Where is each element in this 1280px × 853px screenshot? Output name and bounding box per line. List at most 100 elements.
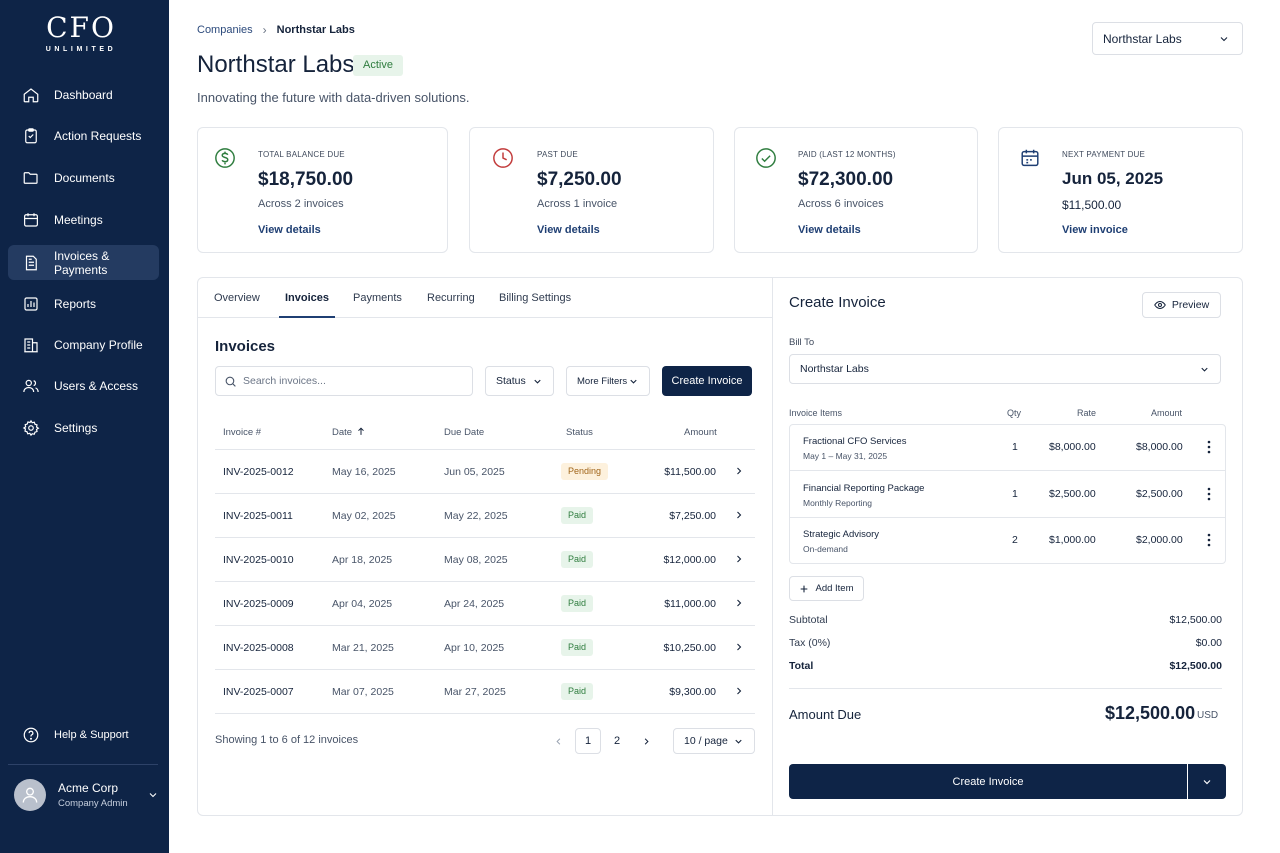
- page-button-2[interactable]: 2: [613, 735, 621, 747]
- folder-icon: [22, 169, 40, 187]
- status-badge: Paid: [561, 551, 594, 568]
- sidebar-item-company-profile[interactable]: Company Profile: [8, 327, 159, 362]
- invoice-item-row: Strategic Advisory On-demand 2 $1,000.00 $2,…: [790, 518, 1225, 564]
- column-header-due-date[interactable]: Due Date: [444, 427, 485, 438]
- page-title: Northstar Labs: [197, 51, 355, 78]
- invoice-id[interactable]: INV-2025-0009: [223, 598, 294, 610]
- company-select[interactable]: Northstar Labs: [1092, 22, 1243, 55]
- main-panel: [197, 277, 1243, 816]
- invoice-date: Apr 04, 2025: [332, 598, 393, 610]
- item-rate[interactable]: $1,000.00: [1049, 534, 1096, 546]
- tab-billing-settings[interactable]: Billing Settings: [499, 292, 572, 304]
- chevron-right-icon[interactable]: [733, 509, 745, 521]
- invoice-date: May 16, 2025: [332, 466, 396, 478]
- items-header-name: Invoice Items: [789, 408, 843, 418]
- tax-label: Tax (0%): [789, 637, 831, 649]
- status-filter[interactable]: Status: [485, 366, 554, 396]
- item-qty[interactable]: 2: [1012, 534, 1018, 546]
- sidebar-item-settings[interactable]: Settings: [8, 410, 159, 445]
- sidebar-item-documents[interactable]: Documents: [8, 160, 159, 195]
- card-sub: Across 2 invoices: [258, 198, 344, 210]
- invoice-id[interactable]: INV-2025-0007: [223, 686, 294, 698]
- status-badge: Paid: [561, 639, 594, 656]
- submit-create-invoice-button[interactable]: Create Invoice: [789, 764, 1187, 799]
- card-value: $7,250.00: [537, 169, 622, 190]
- sidebar-item-users-access[interactable]: Users & Access: [8, 368, 159, 403]
- more-vertical-icon[interactable]: [1204, 440, 1214, 454]
- table-row[interactable]: INV-2025-0007 Mar 07, 2025 Mar 27, 2025 Pai…: [215, 670, 755, 714]
- bill-to-select[interactable]: Northstar Labs: [789, 354, 1221, 384]
- item-qty[interactable]: 1: [1012, 441, 1018, 453]
- table-row[interactable]: INV-2025-0012 May 16, 2025 Jun 05, 2025 Pen…: [215, 450, 755, 494]
- chevron-right-icon[interactable]: [733, 597, 745, 609]
- avatar: [14, 779, 46, 811]
- sort-ascending-icon[interactable]: [356, 426, 366, 437]
- tab-payments[interactable]: Payments: [353, 292, 402, 304]
- user-menu[interactable]: Acme Corp Company Admin: [14, 778, 159, 812]
- table-row[interactable]: INV-2025-0008 Mar 21, 2025 Apr 10, 2025 Pai…: [215, 626, 755, 670]
- sidebar-item-dashboard[interactable]: Dashboard: [8, 77, 159, 112]
- column-header-status[interactable]: Status: [566, 427, 593, 438]
- chevron-right-icon[interactable]: [733, 553, 745, 565]
- search-input[interactable]: Search invoices...: [215, 366, 473, 396]
- column-header-invoice[interactable]: Invoice #: [223, 427, 262, 438]
- chevron-right-icon: ›: [262, 23, 267, 37]
- card-value: $18,750.00: [258, 169, 354, 190]
- page-subtitle: Innovating the future with data-driven s…: [197, 90, 470, 105]
- table-row[interactable]: INV-2025-0010 Apr 18, 2025 May 08, 2025 Pai…: [215, 538, 755, 582]
- create-invoice-button[interactable]: Create Invoice: [662, 366, 752, 396]
- invoice-id[interactable]: INV-2025-0008: [223, 642, 294, 654]
- help-support-link[interactable]: Help & Support: [8, 721, 159, 749]
- invoice-date: Apr 18, 2025: [332, 554, 393, 566]
- calendar-icon: [22, 211, 40, 229]
- chevron-right-icon[interactable]: [733, 465, 745, 477]
- chevron-right-icon[interactable]: [733, 685, 745, 697]
- preview-button[interactable]: Preview: [1142, 292, 1221, 318]
- prev-page-button[interactable]: [545, 728, 571, 754]
- chevron-down-icon: [532, 376, 543, 387]
- item-rate[interactable]: $8,000.00: [1049, 441, 1096, 453]
- breadcrumb-companies[interactable]: Companies: [197, 24, 253, 36]
- tab-invoices[interactable]: Invoices: [279, 278, 336, 318]
- item-name: Strategic Advisory: [803, 529, 880, 540]
- chevron-right-icon[interactable]: [733, 641, 745, 653]
- chevron-down-icon[interactable]: [147, 789, 159, 801]
- items-header-qty: Qty: [1007, 408, 1022, 418]
- more-vertical-icon[interactable]: [1204, 487, 1214, 501]
- next-page-button[interactable]: [633, 728, 659, 754]
- invoice-due-date: Apr 10, 2025: [444, 642, 505, 654]
- column-header-date[interactable]: Date: [332, 427, 353, 438]
- table-row[interactable]: INV-2025-0011 May 02, 2025 May 22, 2025 Pai…: [215, 494, 755, 538]
- item-rate[interactable]: $2,500.00: [1049, 487, 1096, 500]
- summary-card-total-balance: TOTAL BALANCE DUE $18,750.00 Across 2 in…: [197, 127, 448, 253]
- plus-icon: [799, 584, 809, 594]
- page-button-1[interactable]: 1: [575, 728, 601, 754]
- submit-options-button[interactable]: [1188, 764, 1226, 799]
- card-link[interactable]: View details: [258, 224, 321, 236]
- logo[interactable]: CFO UNLIMITED: [0, 14, 162, 54]
- sidebar-item-reports[interactable]: Reports: [8, 286, 159, 321]
- sidebar-item-invoices-payments[interactable]: Invoices & Payments: [8, 245, 159, 280]
- per-page-select[interactable]: 10 / page: [673, 728, 755, 754]
- invoice-id[interactable]: INV-2025-0011: [223, 510, 293, 522]
- sidebar-item-action-requests[interactable]: Action Requests: [8, 118, 159, 153]
- sidebar-item-meetings[interactable]: Meetings: [8, 202, 159, 237]
- add-item-label: Add Item: [815, 583, 854, 594]
- tab-overview[interactable]: Overview: [214, 292, 260, 304]
- invoice-amount: $9,300.00: [669, 686, 716, 698]
- tab-recurring[interactable]: Recurring: [427, 292, 475, 304]
- card-link[interactable]: View details: [537, 224, 600, 236]
- more-vertical-icon[interactable]: [1204, 533, 1214, 547]
- more-filters-button[interactable]: More Filters: [566, 366, 650, 396]
- invoice-due-date: May 08, 2025: [444, 554, 508, 566]
- add-item-button[interactable]: Add Item: [789, 576, 864, 601]
- card-link[interactable]: View invoice: [1062, 224, 1128, 236]
- table-row[interactable]: INV-2025-0009 Apr 04, 2025 Apr 24, 2025 Pai…: [215, 582, 755, 626]
- item-amount: $8,000.00: [1136, 441, 1183, 453]
- card-link[interactable]: View details: [798, 224, 861, 236]
- invoice-id[interactable]: INV-2025-0010: [223, 554, 294, 566]
- item-qty[interactable]: 1: [1012, 487, 1018, 500]
- invoice-id[interactable]: INV-2025-0012: [223, 466, 294, 478]
- column-header-amount[interactable]: Amount: [684, 427, 717, 438]
- status-badge: Paid: [561, 507, 594, 524]
